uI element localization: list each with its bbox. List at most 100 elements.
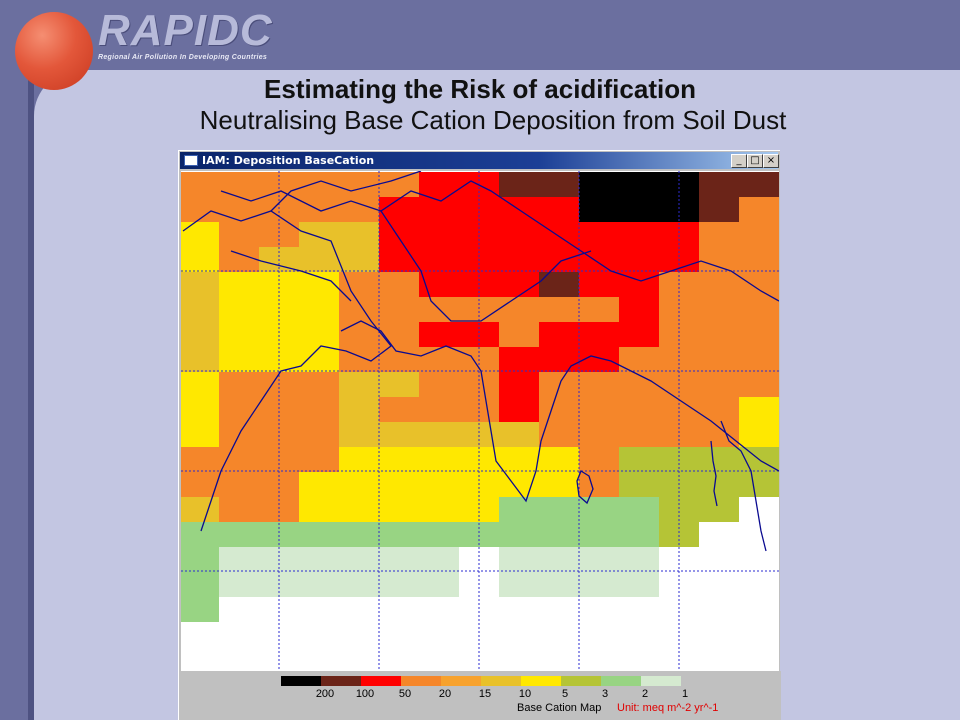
map-cell [619,572,659,597]
map-cell [219,222,259,247]
map-canvas [181,171,779,671]
map-cell [699,397,739,422]
legend-unit: Unit: meq m^-2 yr^-1 [617,702,719,714]
legend-label: 50 [398,688,412,700]
map-cell [259,297,299,322]
map-cell [579,272,619,297]
map-cell [181,322,219,347]
map-cell [339,172,379,197]
map-cell [259,497,299,522]
map-cell [379,372,419,397]
map-cell [299,472,339,497]
map-cell [379,472,419,497]
map-cell [699,197,739,222]
map-cell [499,347,539,372]
map-cell [379,447,419,472]
map-cell [499,547,539,572]
map-cell [659,522,699,547]
window-titlebar[interactable]: IAM: Deposition BaseCation _ □ × [180,152,779,169]
window-icon [184,155,198,166]
map-cell [339,372,379,397]
map-cell [659,222,699,247]
map-cell [499,397,539,422]
map-cell [259,522,299,547]
map-cell [219,172,259,197]
map-cell [499,572,539,597]
map-cell [539,322,579,347]
map-cell [181,422,219,447]
map-cell [219,272,259,297]
map-cell [219,322,259,347]
map-cell [499,222,539,247]
map-cell [379,522,419,547]
legend-swatch [601,676,641,686]
map-cell [699,322,739,347]
maximize-button[interactable]: □ [747,154,763,168]
map-cell [299,497,339,522]
legend-label: 15 [478,688,492,700]
map-cell [699,272,739,297]
map-cell [539,522,579,547]
map-cell [699,422,739,447]
map-cell [459,297,499,322]
map-cell [459,322,499,347]
map-cell [419,197,459,222]
map-cell [619,547,659,572]
legend-swatch [321,676,361,686]
coastline-outline [182,171,779,552]
map-cell [579,447,619,472]
map-cell [181,222,219,247]
map-cell [181,347,219,372]
map-cell [419,522,459,547]
legend-title: Base Cation Map [517,702,602,714]
map-cell [379,272,419,297]
map-cell [299,522,339,547]
map-cell [299,247,339,272]
map-cell [539,472,579,497]
map-cell [419,322,459,347]
legend-label: 10 [518,688,532,700]
map-cell [539,222,579,247]
map-cell [339,197,379,222]
map-cell [181,197,219,222]
map-cell [619,397,659,422]
map-cell [659,322,699,347]
map-cell [699,347,739,372]
minimize-button[interactable]: _ [731,154,747,168]
map-cell [419,422,459,447]
map-cell [579,572,619,597]
map-cell [739,222,779,247]
map-cell [419,547,459,572]
slide-title: Estimating the Risk of acidification [264,74,696,104]
map-cell [539,497,579,522]
legend-label: 2 [641,688,649,700]
map-cell [739,197,779,222]
map-cell [299,572,339,597]
map-cell [379,422,419,447]
map-cell [739,297,779,322]
map-cell [699,247,739,272]
map-cell [619,172,659,197]
map-cell [659,197,699,222]
map-cell [219,547,259,572]
map-cell [219,372,259,397]
map-cell [619,247,659,272]
map-cell [419,572,459,597]
map-legend: 200 100 50 20 15 10 5 3 2 1 Base Cation Map Unit:… [179,671,781,720]
map-cell [579,397,619,422]
map-cell [379,547,419,572]
map-cell [181,297,219,322]
map-cell [499,447,539,472]
map-cell [499,522,539,547]
map-cell [419,247,459,272]
map-cell [259,422,299,447]
map-cell [539,297,579,322]
map-cell [379,497,419,522]
logo-title: RAPIDC [98,6,273,55]
map-cell [499,172,539,197]
deposition-map[interactable] [181,171,779,671]
map-cell [619,472,659,497]
map-cell [739,322,779,347]
close-button[interactable]: × [763,154,779,168]
map-cell [579,522,619,547]
